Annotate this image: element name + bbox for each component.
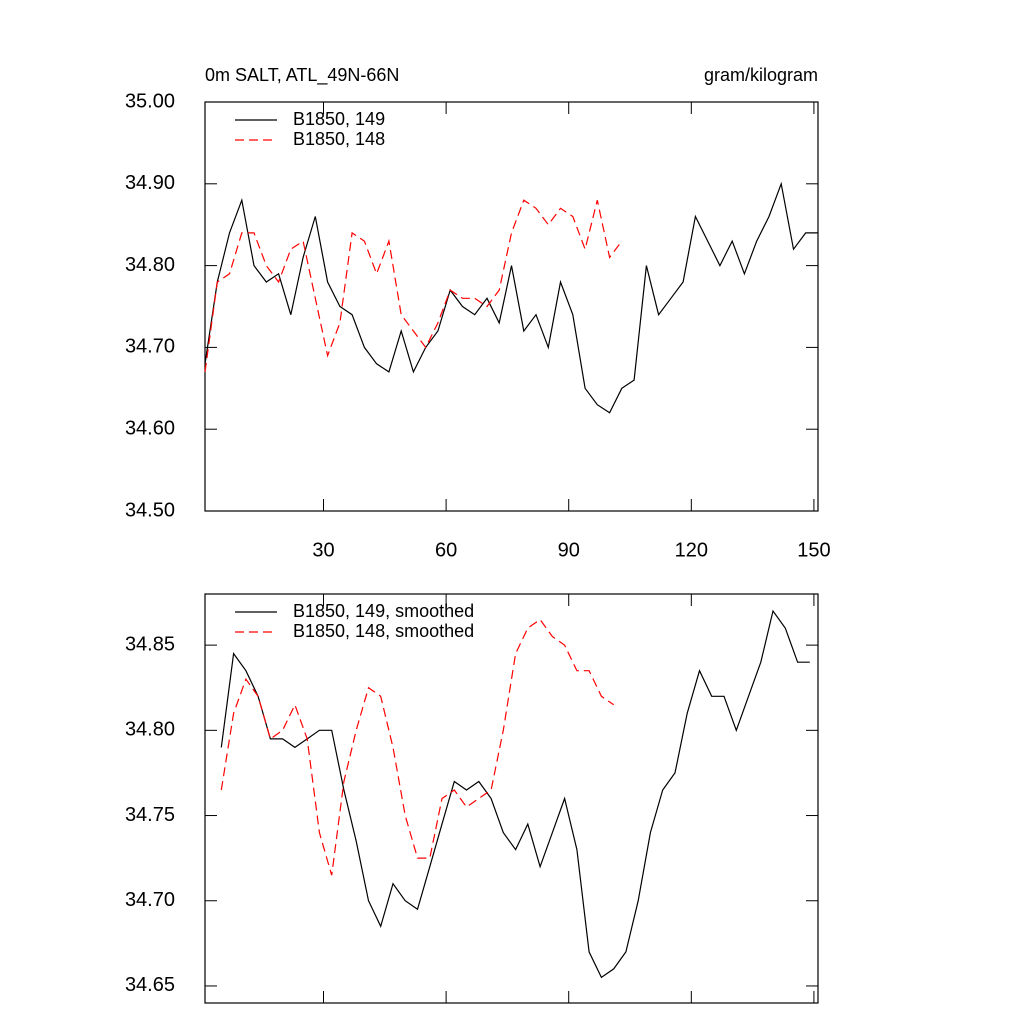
legend-label: B1850, 149, smoothed [293, 601, 474, 621]
y-tick-label: 34.65 [125, 974, 175, 996]
line-series [220, 609, 810, 979]
units-label: gram/kilogram [704, 65, 818, 85]
plot-frame [204, 101, 819, 512]
plot-frame [204, 593, 819, 1004]
legend-label: B1850, 148, smoothed [293, 621, 474, 641]
y-tick-label: 34.80 [125, 719, 175, 741]
y-tick-label: 34.70 [125, 336, 175, 358]
y-tick-label: 34.90 [125, 172, 175, 194]
x-tick-label: 90 [558, 539, 580, 561]
y-tick-label: 34.60 [125, 417, 175, 439]
legend-label: B1850, 148 [293, 129, 385, 149]
y-tick-label: 34.70 [125, 889, 175, 911]
line-series [204, 181, 818, 414]
y-tick-label: 34.50 [125, 499, 175, 521]
y-tick-label: 34.75 [125, 804, 175, 826]
x-tick-label: 150 [797, 539, 830, 561]
y-tick-label: 34.85 [125, 633, 175, 655]
y-tick-label: 34.80 [125, 254, 175, 276]
x-tick-label: 120 [675, 539, 708, 561]
line-series [204, 199, 623, 372]
y-tick-label: 35.00 [125, 90, 175, 112]
x-tick-label: 60 [435, 539, 457, 561]
x-tick-label: 30 [312, 539, 334, 561]
legend-label: B1850, 149 [293, 109, 385, 129]
chart-title: 0m SALT, ATL_49N-66N [205, 65, 399, 86]
line-series [220, 618, 615, 876]
